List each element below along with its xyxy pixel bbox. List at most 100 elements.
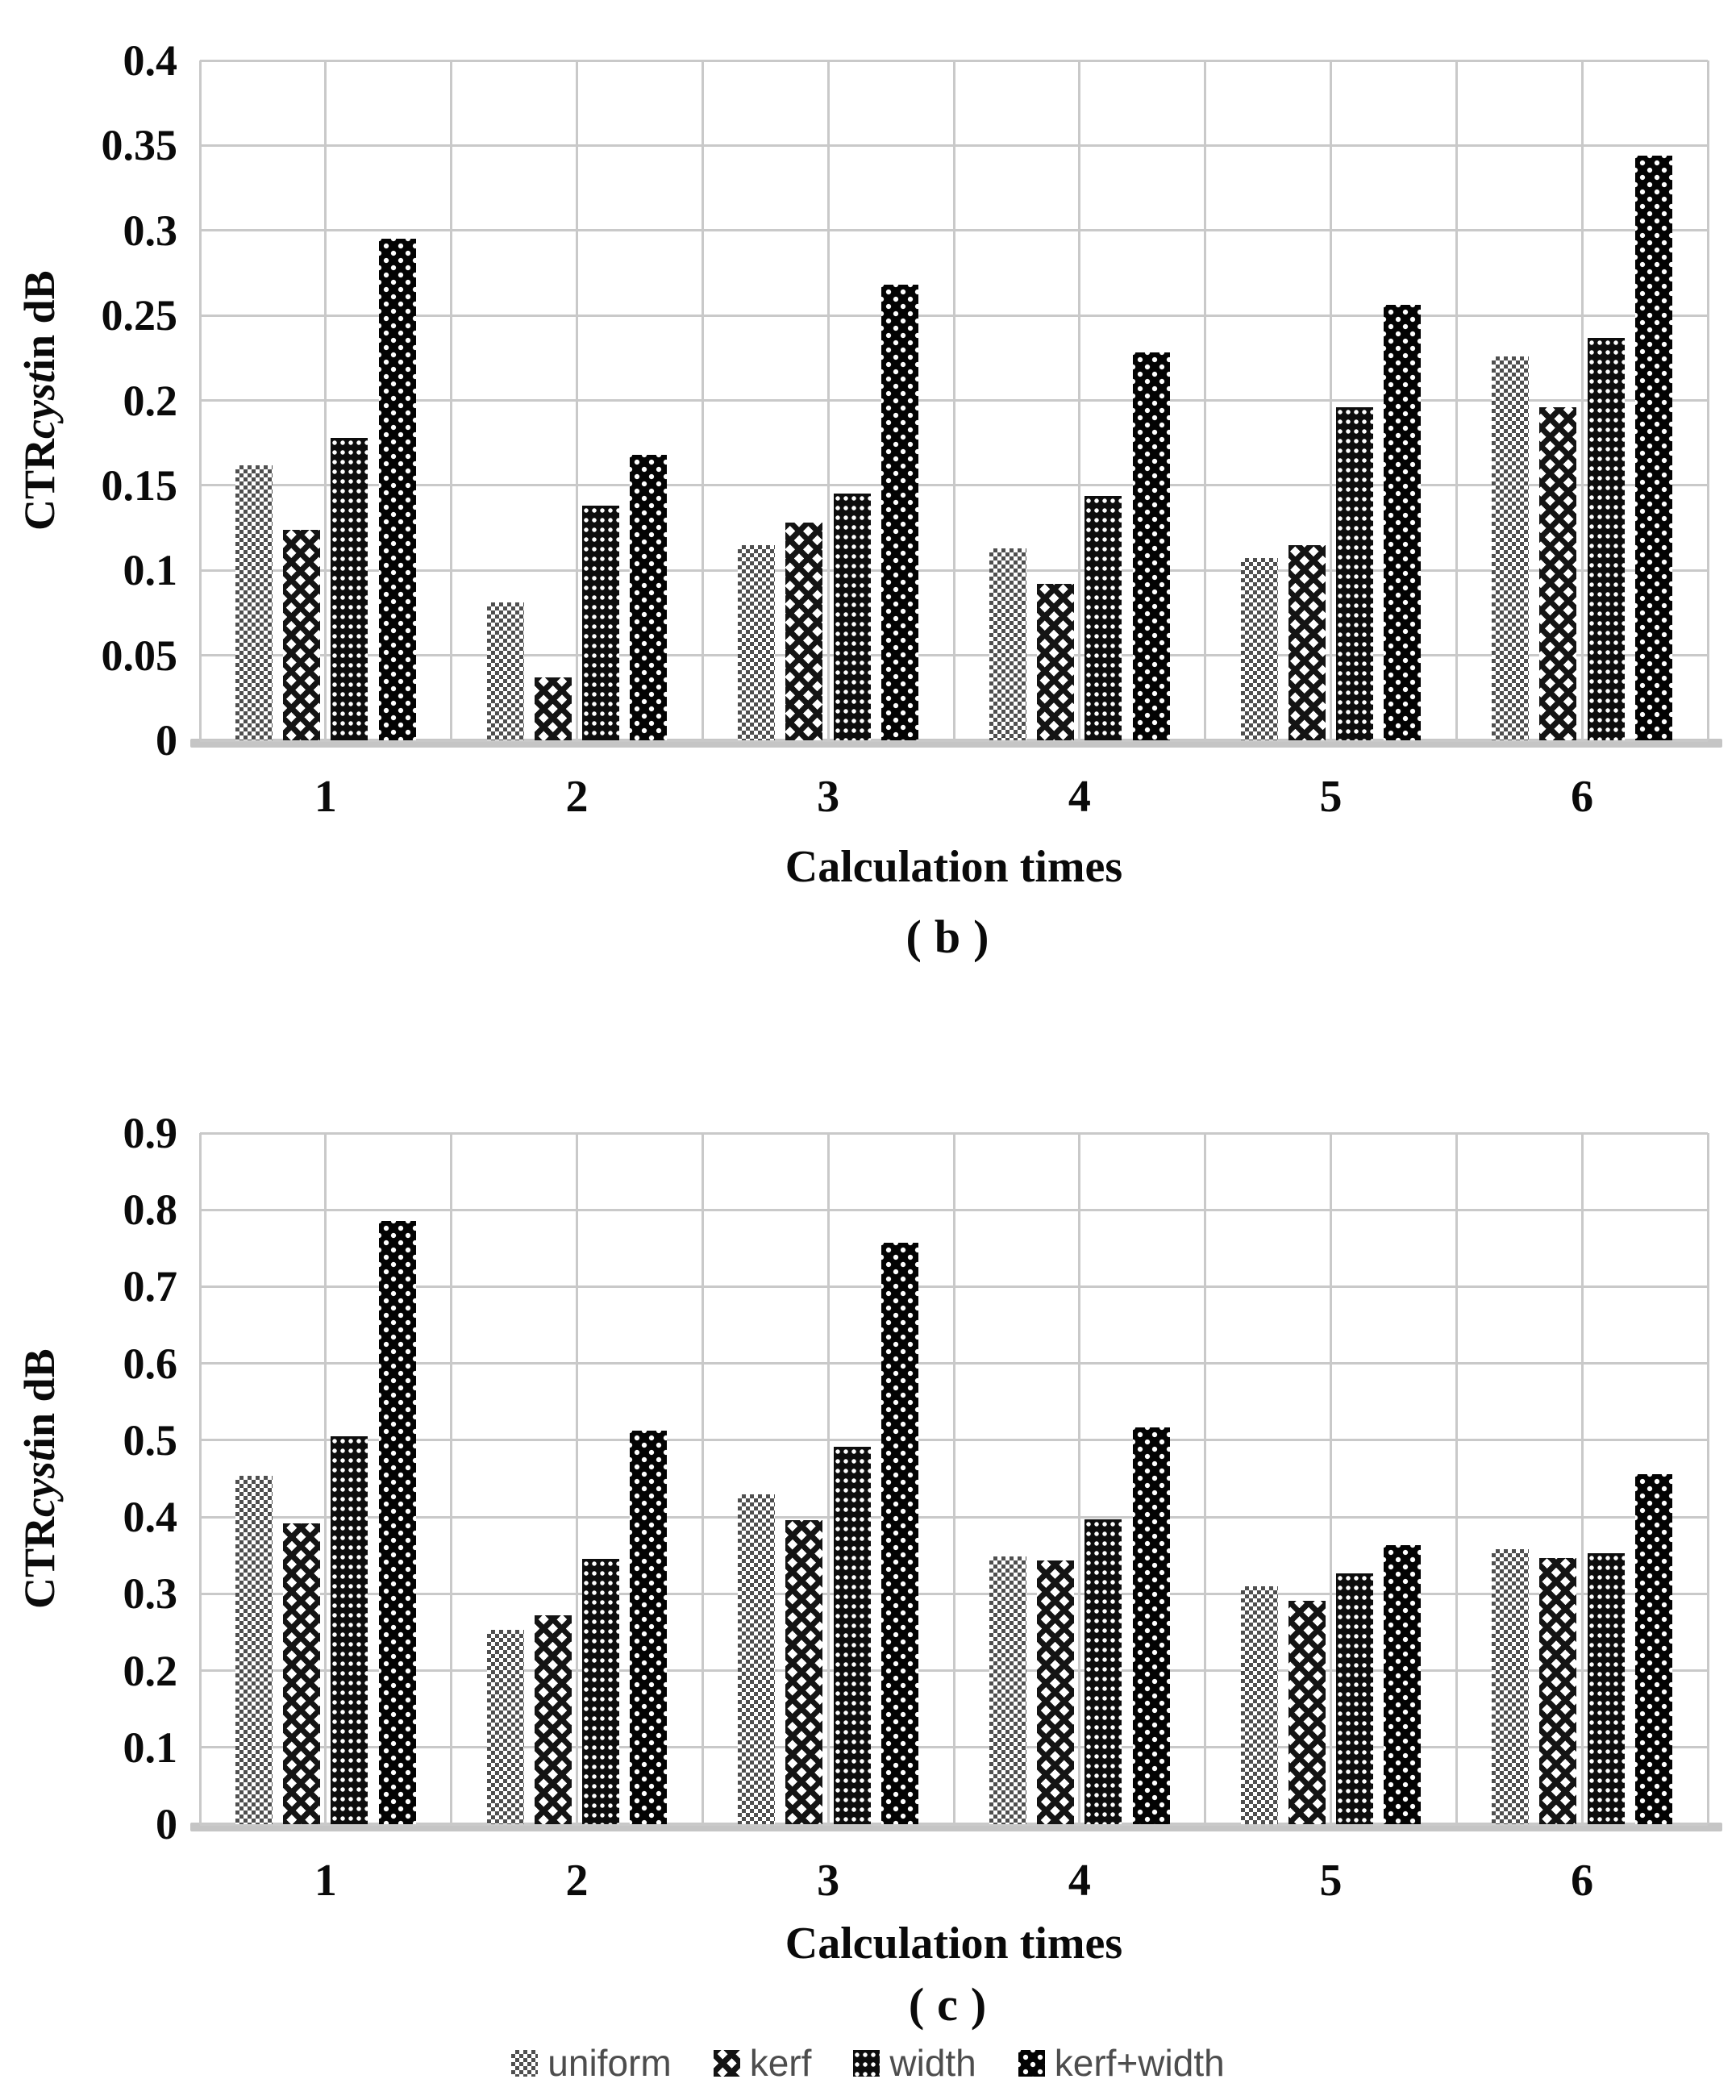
bar-group-6 [1492, 1133, 1673, 1824]
bar-width-5 [1336, 1573, 1374, 1824]
x-tick-label-2: 2 [565, 772, 589, 822]
x-axis-line [190, 739, 1722, 748]
y-tick-label: 0 [156, 1800, 177, 1848]
x-tick-label-1: 1 [314, 1856, 337, 1906]
gridline-v [576, 60, 578, 740]
x-tick-label-4: 4 [1068, 1856, 1091, 1906]
bar-uniform-5 [1240, 1586, 1278, 1824]
x-tick-label-3: 3 [817, 1856, 840, 1906]
bar-uniform-1 [235, 1476, 273, 1824]
gridline-v [1330, 1133, 1332, 1824]
bar-uniform-4 [989, 548, 1026, 740]
bar-group-5 [1240, 1133, 1422, 1824]
gridline-v [1455, 1133, 1458, 1824]
bar-width-1 [331, 438, 368, 740]
bar-uniform-6 [1492, 356, 1530, 740]
legend-item-width: width [853, 2041, 976, 2085]
bar-group-2 [486, 1133, 668, 1824]
bar-group-4 [989, 60, 1170, 740]
y-tick-label: 0.25 [101, 291, 178, 340]
legend: uniform kerf width kerf+width [0, 2039, 1736, 2087]
bar-group-3 [738, 1133, 919, 1824]
bar-kerf+width-3 [881, 1243, 919, 1824]
legend-label: width [889, 2042, 976, 2084]
bar-kerf+width-1 [378, 239, 416, 740]
gridline-v [952, 60, 955, 740]
gridline-v [1204, 1133, 1207, 1824]
bar-kerf-6 [1539, 407, 1577, 740]
bar-uniform-6 [1492, 1549, 1530, 1824]
y-tick-label: 0.6 [123, 1339, 178, 1388]
bar-kerf-3 [785, 1520, 823, 1824]
plot-area-b [198, 59, 1709, 742]
bar-kerf-2 [534, 1615, 572, 1824]
gridline-v [324, 1133, 327, 1824]
x-axis-title-b: Calculation times [785, 842, 1123, 892]
bar-group-5 [1240, 60, 1422, 740]
bar-kerf+width-4 [1132, 352, 1170, 740]
y-tick-label: 0.5 [123, 1415, 178, 1465]
gridline-v [1580, 60, 1584, 740]
bar-uniform-3 [738, 545, 776, 740]
y-tick-label: 0.2 [123, 1646, 178, 1695]
x-axis-title-c: Calculation times [785, 1919, 1123, 1969]
bar-width-2 [582, 506, 620, 740]
x-tick-label-1: 1 [314, 772, 337, 822]
y-tick-label: 0.8 [123, 1185, 178, 1235]
bar-kerf+width-5 [1384, 1545, 1422, 1824]
bar-kerf-2 [534, 677, 572, 740]
bar-kerf-5 [1288, 545, 1326, 740]
legend-item-kerf+width: kerf+width [1018, 2041, 1225, 2085]
legend-label: kerf [749, 2042, 812, 2084]
bar-uniform-1 [235, 465, 273, 740]
bar-group-2 [486, 60, 668, 740]
caption-b: (b) [905, 910, 1002, 963]
legend-label: uniform [547, 2042, 672, 2084]
gridline-v [1204, 60, 1207, 740]
gridline-v [701, 60, 704, 740]
x-tick-label-2: 2 [565, 1856, 589, 1906]
legend-swatch-uniform [511, 2049, 539, 2077]
bar-width-4 [1084, 1519, 1122, 1824]
gridline-v [1078, 1133, 1081, 1824]
y-tick-label: 0 [156, 716, 177, 765]
y-tick-label: 0.1 [123, 546, 178, 595]
bar-width-6 [1587, 1553, 1625, 1824]
gridline-v [826, 60, 830, 740]
gridline-v [450, 1133, 453, 1824]
bar-kerf-1 [283, 1523, 321, 1824]
gridline-v [324, 60, 327, 740]
y-tick-label: 0.4 [123, 36, 178, 85]
plot-area-c [198, 1131, 1709, 1826]
bar-kerf+width-1 [378, 1221, 416, 1824]
x-tick-label-4: 4 [1068, 772, 1091, 822]
bar-uniform-2 [486, 1630, 524, 1824]
bar-kerf+width-4 [1132, 1427, 1170, 1824]
y-tick-label: 0.15 [101, 460, 178, 510]
gridline-h [200, 1823, 1708, 1826]
y-tick-label: 0.4 [123, 1493, 178, 1542]
bar-kerf-5 [1288, 1601, 1326, 1824]
bar-group-3 [738, 60, 919, 740]
legend-item-uniform: uniform [511, 2041, 672, 2085]
gridline-v [450, 60, 453, 740]
bar-kerf-6 [1539, 1558, 1577, 1824]
x-tick-label-5: 5 [1319, 772, 1343, 822]
legend-swatch-width [853, 2049, 880, 2077]
gridline-v [1078, 60, 1081, 740]
y-tick-label: 0.7 [123, 1262, 178, 1311]
gridline-v [1706, 60, 1709, 740]
bar-width-6 [1587, 338, 1625, 740]
gridline-v [1580, 1133, 1584, 1824]
gridline-v [701, 1133, 704, 1824]
gridline-v [198, 1133, 202, 1824]
bar-kerf-4 [1037, 584, 1075, 740]
gridline-v [576, 1133, 578, 1824]
gridline-v [952, 1133, 955, 1824]
y-tick-label: 0.35 [101, 121, 178, 170]
x-tick-label-3: 3 [817, 772, 840, 822]
bar-width-1 [331, 1436, 368, 1824]
bar-width-2 [582, 1559, 620, 1824]
gridline-v [1455, 60, 1458, 740]
bar-kerf-3 [785, 523, 823, 740]
